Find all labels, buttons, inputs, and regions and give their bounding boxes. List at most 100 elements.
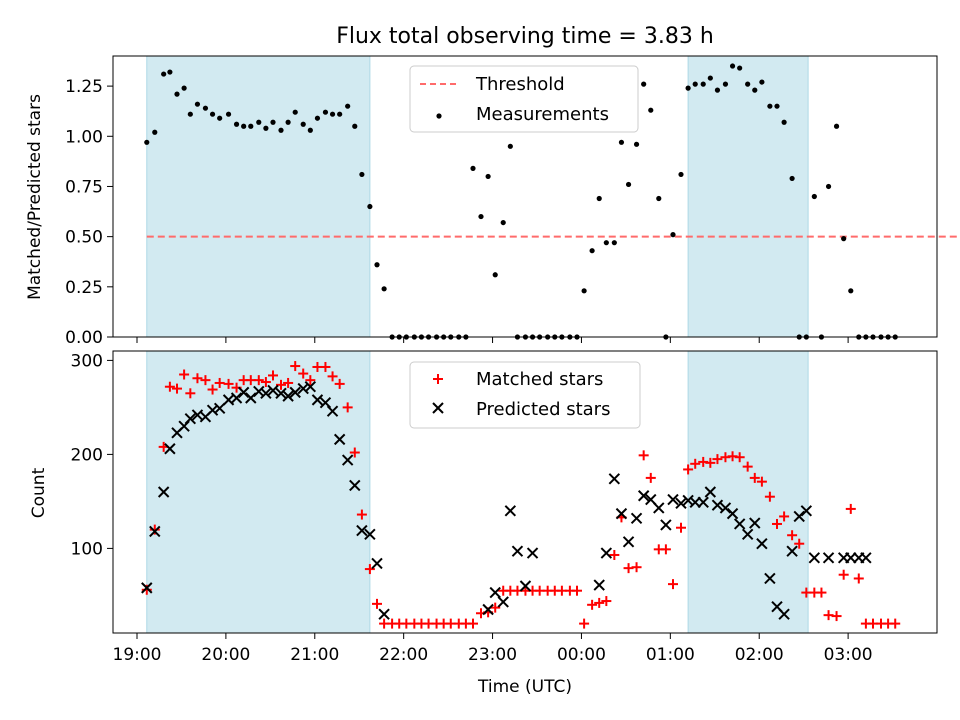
predicted-point bbox=[719, 502, 732, 514]
matched-point bbox=[668, 579, 678, 590]
measurement-point bbox=[181, 85, 187, 91]
measurement-point bbox=[848, 288, 854, 294]
predicted-point bbox=[237, 386, 250, 399]
top-axes-frame bbox=[112, 55, 938, 338]
matched-point bbox=[305, 375, 316, 386]
bottom-axes-frame bbox=[112, 350, 938, 634]
matched-point bbox=[164, 381, 175, 392]
predicted-point bbox=[213, 402, 226, 415]
predicted-point bbox=[711, 499, 724, 511]
predicted-legend-swatch bbox=[432, 402, 444, 414]
matched-point bbox=[364, 564, 375, 575]
matched-point bbox=[172, 383, 182, 394]
predicted-point bbox=[675, 497, 687, 509]
matched-point bbox=[772, 518, 782, 529]
matched-point bbox=[853, 573, 864, 584]
x-tick-label: 01:00 bbox=[646, 645, 695, 665]
matched-point bbox=[705, 457, 716, 468]
matched-point bbox=[283, 377, 294, 388]
matched-point bbox=[192, 373, 203, 384]
top-y-ticks: 0.00 0.25 0.50 0.75 1.00 1.25 bbox=[65, 77, 113, 348]
measurement-point bbox=[144, 139, 150, 145]
measurement-point bbox=[581, 288, 587, 294]
shaded-span bbox=[687, 55, 809, 338]
measurement-point bbox=[322, 109, 329, 115]
threshold-legend-label: Threshold bbox=[475, 74, 565, 95]
measurement-point bbox=[500, 219, 506, 226]
measurement-point bbox=[233, 121, 240, 127]
matched-point bbox=[787, 530, 798, 541]
predicted-point bbox=[333, 433, 346, 446]
measurement-point bbox=[714, 87, 721, 93]
top-shaded-spans bbox=[146, 55, 809, 338]
matched-point bbox=[742, 461, 753, 472]
x-tick-label: 00:00 bbox=[557, 645, 606, 665]
predicted-point bbox=[697, 496, 709, 509]
matched-point bbox=[320, 361, 331, 372]
y-tick-label: 1.00 bbox=[65, 127, 103, 147]
measurement-point bbox=[678, 171, 684, 178]
measurement-point bbox=[507, 143, 513, 149]
measurement-point bbox=[470, 165, 476, 171]
predicted-point bbox=[341, 454, 354, 466]
measurement-point bbox=[337, 111, 343, 117]
measurement-point bbox=[625, 181, 632, 188]
measurement-point bbox=[781, 119, 787, 125]
measurement-point bbox=[292, 109, 298, 115]
matched-point bbox=[683, 464, 694, 475]
predicted-point bbox=[756, 537, 768, 550]
predicted-point bbox=[260, 387, 272, 400]
measurement-point bbox=[300, 121, 306, 127]
predicted-points bbox=[141, 381, 872, 620]
x-tick-label: 21:00 bbox=[290, 645, 339, 665]
matched-point bbox=[764, 491, 775, 502]
predicted-point bbox=[253, 385, 265, 398]
matched-point bbox=[372, 598, 382, 609]
matched-point bbox=[845, 503, 856, 514]
predicted-point bbox=[778, 608, 790, 620]
measurement-point bbox=[656, 195, 662, 202]
y-tick-label: 0.50 bbox=[65, 228, 103, 248]
y-tick-label: 0.00 bbox=[65, 328, 103, 348]
measurement-point bbox=[759, 79, 765, 85]
predicted-point bbox=[157, 486, 170, 498]
matched-legend-swatch bbox=[433, 374, 443, 384]
matched-point bbox=[149, 524, 160, 535]
x-tick-label: 19:00 bbox=[113, 645, 162, 665]
bottom-y-ticks: 100 200 300 bbox=[71, 351, 113, 559]
predicted-point bbox=[608, 473, 621, 485]
predicted-point bbox=[311, 394, 324, 406]
predicted-point bbox=[184, 412, 197, 425]
matched-point bbox=[645, 472, 656, 483]
measurement-point bbox=[345, 103, 351, 109]
matched-point bbox=[660, 544, 671, 555]
matched-point bbox=[587, 599, 598, 610]
measurement-point bbox=[596, 195, 602, 202]
shaded-span bbox=[687, 350, 809, 634]
predicted-point bbox=[622, 536, 635, 548]
shaded-span bbox=[146, 55, 371, 338]
measurement-point bbox=[789, 175, 795, 182]
predicted-point bbox=[741, 528, 754, 541]
predicted-point bbox=[482, 603, 494, 616]
predicted-point bbox=[489, 586, 501, 599]
predicted-point bbox=[504, 505, 517, 517]
measurement-point bbox=[248, 123, 254, 129]
predicted-point bbox=[245, 392, 257, 404]
measurement-point bbox=[217, 115, 223, 121]
predicted-point bbox=[304, 381, 317, 393]
top-legend: Threshold Measurements bbox=[409, 65, 639, 133]
measurement-point bbox=[278, 127, 284, 133]
matched-point bbox=[260, 377, 271, 388]
measurement-point bbox=[209, 111, 216, 117]
predicted-point bbox=[764, 572, 776, 585]
measurement-point bbox=[256, 119, 262, 125]
ratio-panel: 0.00 0.25 0.50 0.75 1.00 1.25 Matched/Predict… bbox=[25, 55, 960, 348]
predicted-point bbox=[860, 552, 872, 564]
y-tick-label: 0.75 bbox=[65, 177, 103, 197]
predicted-point bbox=[630, 512, 643, 525]
matched-point bbox=[342, 402, 353, 413]
measurement-point bbox=[685, 85, 691, 91]
predicted-point bbox=[653, 502, 665, 514]
